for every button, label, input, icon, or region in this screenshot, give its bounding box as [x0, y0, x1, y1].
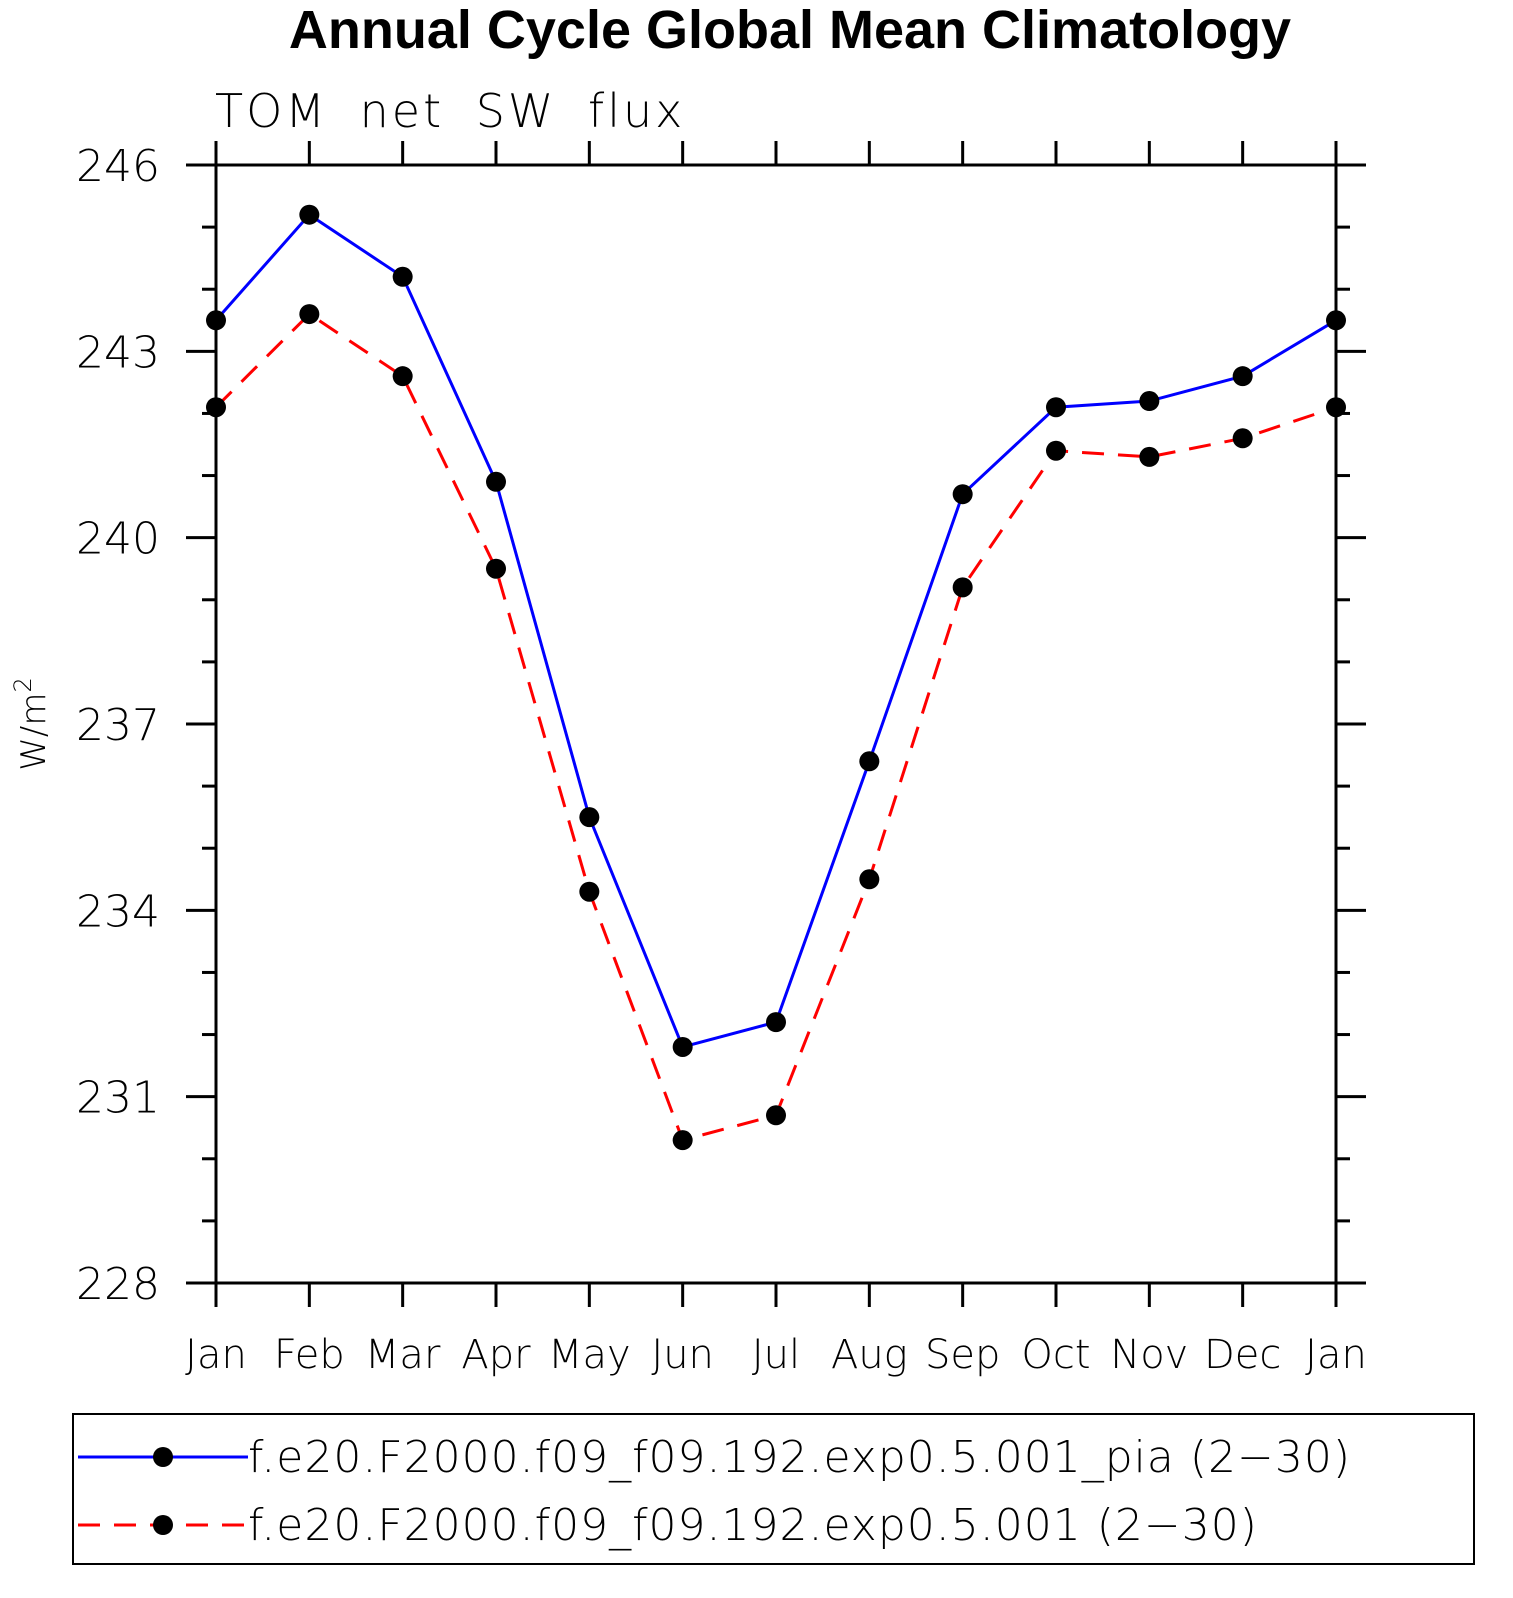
data-point: [672, 1036, 693, 1057]
data-point: [392, 266, 413, 287]
x-tick-label: Mar: [365, 1332, 441, 1378]
data-point: [579, 807, 600, 828]
legend-sample-2: [78, 1515, 248, 1535]
data-point: [1232, 366, 1253, 387]
legend-item-2: f.e20.F2000.f09_f09.192.exp0.5.001 (2−30…: [74, 1495, 1258, 1555]
x-tick-label: Nov: [1110, 1332, 1188, 1378]
axis-ticks: [186, 141, 1366, 1307]
data-point: [299, 304, 320, 325]
x-tick-label: Oct: [1021, 1332, 1090, 1378]
x-tick-label: Feb: [274, 1332, 345, 1378]
data-point: [299, 204, 320, 225]
data-point: [579, 881, 600, 902]
y-tick-labels: 228 231 234 237 240 243 246: [76, 141, 160, 1310]
x-tick-label: Jun: [651, 1332, 714, 1378]
data-point: [672, 1130, 693, 1151]
data-point: [1232, 428, 1253, 449]
data-point: [1139, 446, 1160, 467]
data-point: [486, 558, 506, 579]
legend: f.e20.F2000.f09_f09.192.exp0.5.001_pia (…: [72, 1413, 1475, 1565]
y-tick-label: 231: [76, 1073, 160, 1124]
x-tick-label: Apr: [461, 1332, 531, 1378]
plot-frame: [214, 163, 1338, 1285]
data-point: [392, 366, 413, 387]
y-tick-label: 240: [76, 514, 160, 565]
y-tick-label: 234: [76, 886, 160, 937]
chart-plot: 228 231 234 237 240 243 246 Jan Feb Mar Apr May Jun…: [9, 141, 1367, 1378]
y-tick-label: 246: [76, 141, 160, 192]
data-point: [766, 1105, 786, 1126]
series-line-1: [214, 212, 1337, 1049]
data-point: [206, 397, 226, 418]
legend-sample-1: [78, 1447, 248, 1467]
x-tick-label: Aug: [831, 1332, 908, 1378]
y-tick-label: 228: [76, 1259, 160, 1310]
data-point: [766, 1012, 786, 1033]
data-point: [859, 869, 880, 890]
data-point: [486, 471, 506, 492]
x-tick-label: Dec: [1204, 1332, 1281, 1378]
y-tick-label: 237: [76, 700, 160, 751]
data-point: [1326, 397, 1346, 418]
chart-subtitle: TOM net SW flux: [215, 84, 686, 138]
data-point: [952, 484, 973, 505]
data-point: [1046, 440, 1066, 461]
data-point: [859, 751, 880, 772]
legend-label-2: f.e20.F2000.f09_f09.192.exp0.5.001 (2−30…: [248, 1499, 1258, 1551]
y-axis-label: W/m2: [9, 677, 54, 770]
series-group: [206, 204, 1346, 1151]
x-tick-labels: Jan Feb Mar Apr May Jun Jul Aug Sep Oct Nov Dec Jan: [185, 1332, 1367, 1378]
data-point: [206, 310, 226, 331]
x-tick-label: May: [548, 1332, 631, 1378]
data-point: [1046, 397, 1066, 418]
chart-title: Annual Cycle Global Mean Climatology: [288, 0, 1292, 60]
y-tick-label: 243: [76, 327, 160, 378]
legend-item-1: f.e20.F2000.f09_f09.192.exp0.5.001_pia (…: [74, 1427, 1351, 1487]
x-tick-label: Jul: [752, 1332, 800, 1378]
data-point: [952, 577, 973, 598]
data-point: [1326, 310, 1346, 331]
x-tick-label: Jan: [185, 1332, 247, 1378]
data-point: [1139, 391, 1160, 412]
x-tick-label: Jan: [1305, 1332, 1367, 1378]
legend-label-1: f.e20.F2000.f09_f09.192.exp0.5.001_pia (…: [248, 1431, 1351, 1483]
x-tick-label: Sep: [925, 1332, 1000, 1378]
